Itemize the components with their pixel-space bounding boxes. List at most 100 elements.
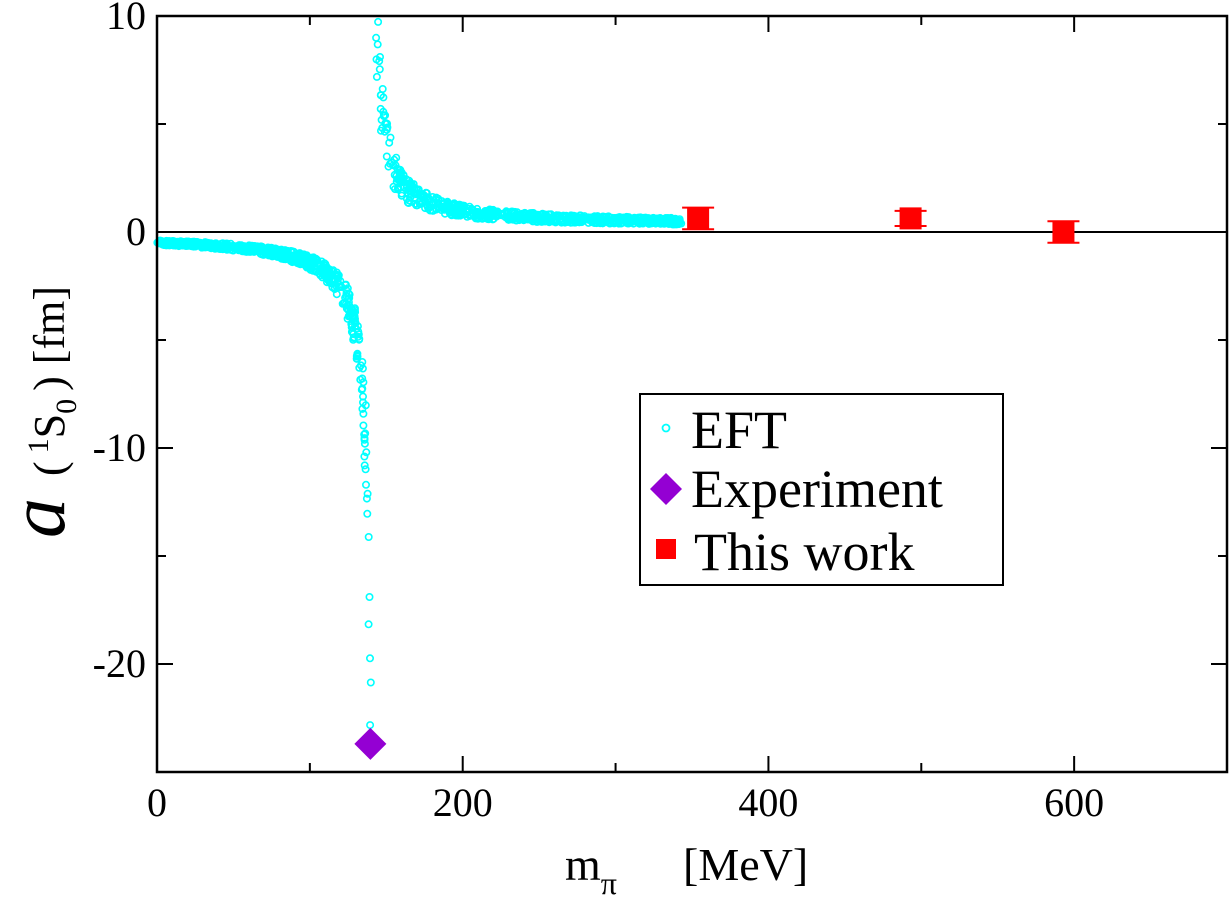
eft-point (631, 215, 640, 224)
eft-point (412, 201, 421, 210)
plot-area-frame (155, 14, 1229, 774)
x-tick-labels: 0 200 400 600 (147, 780, 1104, 825)
eft-point (527, 216, 536, 225)
this-work-series (682, 206, 1080, 244)
x-tick-label: 200 (433, 780, 493, 825)
eft-point (320, 259, 329, 268)
eft-point (663, 214, 672, 223)
eft-point (429, 206, 438, 215)
eft-point (664, 219, 673, 228)
eft-point (211, 244, 220, 253)
x-tick-label: 400 (738, 780, 798, 825)
eft-point (261, 246, 270, 255)
eft-point (518, 213, 527, 222)
y-axis-label-sub: 0 (50, 399, 83, 414)
eft-point (297, 257, 306, 266)
eft-point (392, 153, 401, 162)
eft-point (360, 439, 369, 448)
eft-point (434, 199, 443, 208)
legend-experiment-label: Experiment (691, 459, 943, 519)
eft-point (269, 252, 278, 261)
eft-point (382, 125, 391, 134)
svg-text:a(1S0)[fm]: a (1S0) [fm] (0, 286, 83, 538)
eft-point (609, 214, 618, 223)
eft-point (414, 185, 423, 194)
eft-point (677, 219, 686, 228)
eft-point (610, 218, 619, 227)
eft-point (347, 323, 356, 332)
eft-point (393, 185, 402, 194)
eft-point (218, 245, 227, 254)
eft-point (364, 620, 373, 629)
eft-point (286, 257, 295, 266)
eft-point (352, 352, 361, 361)
y-axis-label-units: [fm] (25, 286, 74, 364)
eft-point (359, 421, 368, 430)
eft-point (541, 212, 550, 221)
legend: EFT Experiment This work (639, 393, 1004, 586)
eft-point (362, 494, 371, 503)
eft-point (635, 214, 644, 223)
x-tick-label: 600 (1044, 780, 1104, 825)
eft-point (494, 210, 503, 219)
eft-point (460, 201, 469, 210)
eft-point (241, 247, 250, 256)
eft-point (644, 214, 653, 223)
eft-point (160, 238, 169, 247)
eft-point (346, 307, 355, 316)
this-work-point (899, 207, 922, 230)
legend-eft-label: EFT (691, 400, 787, 460)
eft-point (245, 242, 254, 251)
eft-point (373, 40, 382, 49)
eft-point (364, 532, 373, 541)
eft-point (619, 216, 628, 225)
axis-ticks (156, 15, 1228, 772)
x-axis-label-sub: π (601, 865, 617, 901)
eft-point (256, 242, 265, 251)
eft-point (382, 152, 391, 161)
legend-box (639, 393, 1004, 586)
eft-point (357, 385, 366, 394)
eft-point (361, 465, 370, 474)
eft-point (395, 177, 404, 186)
eft-point (482, 207, 491, 216)
eft-point (573, 212, 582, 221)
eft-point (350, 314, 359, 323)
eft-point (305, 261, 314, 270)
eft-point (421, 188, 430, 197)
eft-point (375, 52, 384, 61)
eft-point (355, 363, 364, 372)
eft-point (360, 430, 369, 439)
eft-point (483, 212, 492, 221)
eft-point (374, 17, 383, 26)
eft-point (338, 299, 347, 308)
eft-point (422, 193, 431, 202)
experiment-point (354, 727, 387, 760)
eft-point (192, 238, 201, 247)
eft-point (378, 123, 387, 132)
this-work-point (1052, 221, 1075, 243)
eft-point (209, 241, 218, 250)
eft-point (376, 91, 385, 100)
eft-point (330, 285, 339, 294)
y-axis-label-main: S (25, 414, 74, 438)
eft-point (390, 185, 399, 194)
eft-point (468, 210, 477, 219)
eft-point (451, 209, 460, 218)
experiment-series (354, 727, 387, 760)
eft-point (319, 271, 328, 280)
eft-point (561, 213, 570, 222)
eft-point (448, 200, 457, 209)
legend-this-work-label: This work (694, 522, 914, 582)
eft-point (372, 33, 381, 42)
eft-point (170, 237, 179, 246)
eft-point (459, 210, 468, 219)
eft-point (366, 678, 375, 687)
x-axis-label-units: [MeV] (683, 839, 808, 890)
eft-point (226, 245, 235, 254)
x-tick-label: 0 (147, 780, 167, 825)
y-tick-labels: -20 -10 0 10 (93, 0, 146, 686)
eft-point (330, 270, 339, 279)
eft-point (426, 206, 435, 215)
